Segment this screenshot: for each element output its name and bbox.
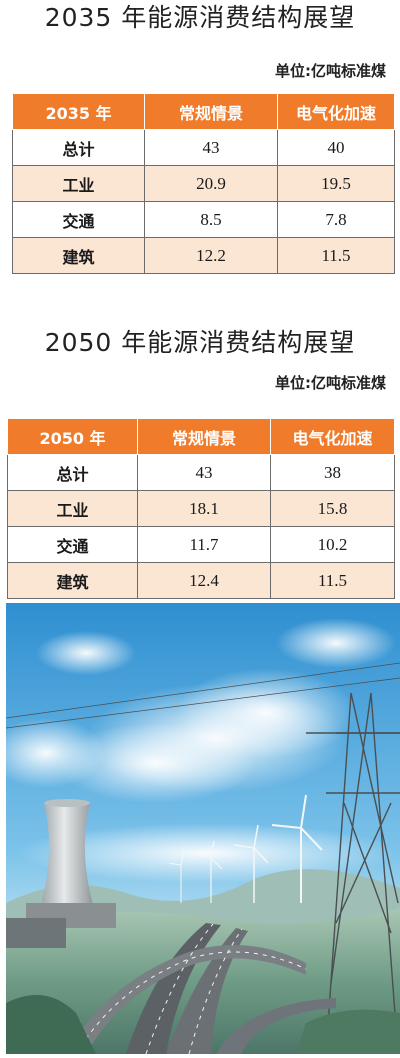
row-label: 总计 (12, 129, 145, 166)
section1-title: 2035 年能源消费结构展望 (44, 3, 356, 32)
energy-table-2050: 2050 年 常规情景 电气化加速 总计 43 38 工业 18.1 15.8 … (7, 418, 395, 599)
table-row: 交通 8.5 7.8 (12, 201, 395, 238)
value-electrification: 15.8 (270, 490, 395, 527)
section1-unit: 单位:亿吨标准煤 (275, 62, 386, 80)
section2-unit: 单位:亿吨标准煤 (275, 374, 386, 392)
value-electrification: 40 (277, 129, 395, 166)
section2-title: 2050 年能源消费结构展望 (44, 328, 356, 357)
value-electrification: 38 (270, 454, 395, 491)
energy-infrastructure-photo (6, 603, 400, 1054)
row-label: 交通 (12, 201, 145, 238)
value-conventional: 12.4 (137, 562, 271, 599)
table-row: 总计 43 40 (12, 129, 395, 166)
value-conventional: 20.9 (144, 165, 278, 202)
table-row: 交通 11.7 10.2 (7, 526, 395, 563)
table-row: 工业 18.1 15.8 (7, 490, 395, 527)
header-electrification: 电气化加速 (270, 418, 395, 455)
row-label: 工业 (12, 165, 145, 202)
value-conventional: 8.5 (144, 201, 278, 238)
row-label: 建筑 (12, 237, 145, 274)
value-electrification: 7.8 (277, 201, 395, 238)
value-conventional: 12.2 (144, 237, 278, 274)
table-row: 建筑 12.2 11.5 (12, 237, 395, 274)
power-pylon (6, 662, 400, 1054)
table-row: 总计 43 38 (7, 454, 395, 491)
energy-table-2035: 2035 年 常规情景 电气化加速 总计 43 40 工业 20.9 19.5 … (12, 93, 395, 274)
value-electrification: 11.5 (270, 562, 395, 599)
cooling-tower (6, 799, 116, 948)
value-conventional: 11.7 (137, 526, 271, 563)
table-header-row: 2050 年 常规情景 电气化加速 (7, 418, 395, 455)
header-conventional: 常规情景 (137, 418, 271, 455)
table-row: 建筑 12.4 11.5 (7, 562, 395, 599)
table-header-row: 2035 年 常规情景 电气化加速 (12, 93, 395, 130)
row-label: 工业 (7, 490, 138, 527)
value-electrification: 11.5 (277, 237, 395, 274)
value-conventional: 43 (137, 454, 271, 491)
value-conventional: 43 (144, 129, 278, 166)
row-label: 总计 (7, 454, 138, 491)
value-electrification: 19.5 (277, 165, 395, 202)
header-electrification: 电气化加速 (277, 93, 395, 130)
header-year: 2050 年 (7, 418, 138, 455)
value-conventional: 18.1 (137, 490, 271, 527)
header-year: 2035 年 (12, 93, 145, 130)
row-label: 建筑 (7, 562, 138, 599)
value-electrification: 10.2 (270, 526, 395, 563)
header-conventional: 常规情景 (144, 93, 278, 130)
table-row: 工业 20.9 19.5 (12, 165, 395, 202)
foreground-greenery (6, 995, 96, 1054)
row-label: 交通 (7, 526, 138, 563)
wind-turbines (168, 794, 323, 903)
